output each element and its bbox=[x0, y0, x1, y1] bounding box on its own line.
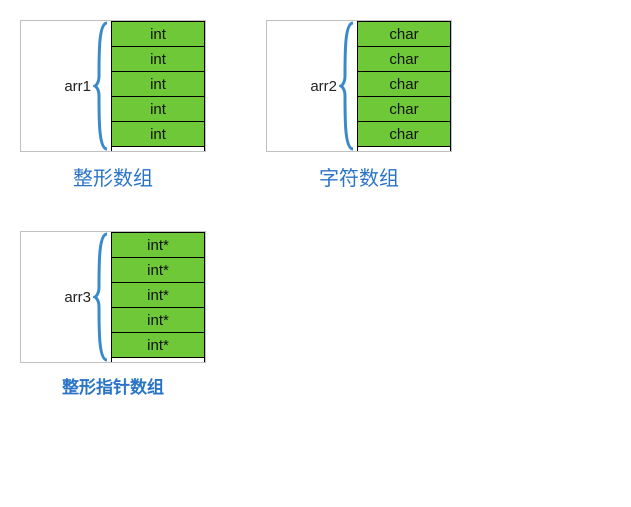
block-arr1: arr1 int int int int int 整形数组 bbox=[20, 20, 206, 191]
cell-arr1-3: int bbox=[112, 96, 204, 122]
label-arr3: arr3 bbox=[64, 289, 91, 306]
brace-icon bbox=[93, 232, 109, 362]
diagram-arr3: arr3 int* int* int* int* int* bbox=[20, 231, 206, 363]
label-arr2: arr2 bbox=[310, 78, 337, 95]
caption-arr1: 整形数组 bbox=[73, 162, 153, 191]
left-area-arr3: arr3 bbox=[21, 232, 111, 362]
row-1: arr1 int int int int int 整形数组 arr2 bbox=[20, 20, 611, 191]
cells-arr3: int* int* int* int* int* bbox=[111, 232, 205, 362]
cells-arr2: char char char char char bbox=[357, 21, 451, 151]
label-arr1: arr1 bbox=[64, 78, 91, 95]
caption-arr2: 字符数组 bbox=[319, 162, 399, 191]
cell-arr2-1: char bbox=[358, 46, 450, 72]
block-arr2: arr2 char char char char char 字符数组 bbox=[266, 20, 452, 191]
cell-arr2-3: char bbox=[358, 96, 450, 122]
left-area-arr2: arr2 bbox=[267, 21, 357, 151]
row-2: arr3 int* int* int* int* int* 整形指针数组 bbox=[20, 231, 611, 398]
diagram-arr2: arr2 char char char char char bbox=[266, 20, 452, 152]
brace-icon bbox=[93, 21, 109, 151]
cell-arr3-0: int* bbox=[112, 232, 204, 258]
cell-arr3-1: int* bbox=[112, 257, 204, 283]
left-area-arr1: arr1 bbox=[21, 21, 111, 151]
cell-arr2-4: char bbox=[358, 121, 450, 147]
caption-arr3: 整形指针数组 bbox=[62, 373, 164, 398]
brace-icon bbox=[339, 21, 355, 151]
cells-arr1: int int int int int bbox=[111, 21, 205, 151]
cell-arr2-0: char bbox=[358, 21, 450, 47]
block-arr3: arr3 int* int* int* int* int* 整形指针数组 bbox=[20, 231, 206, 398]
diagram-arr1: arr1 int int int int int bbox=[20, 20, 206, 152]
cell-arr1-2: int bbox=[112, 71, 204, 97]
cell-arr3-4: int* bbox=[112, 332, 204, 358]
cell-arr2-2: char bbox=[358, 71, 450, 97]
cell-arr3-3: int* bbox=[112, 307, 204, 333]
cell-arr1-0: int bbox=[112, 21, 204, 47]
cell-arr1-1: int bbox=[112, 46, 204, 72]
cell-arr1-4: int bbox=[112, 121, 204, 147]
cell-arr3-2: int* bbox=[112, 282, 204, 308]
